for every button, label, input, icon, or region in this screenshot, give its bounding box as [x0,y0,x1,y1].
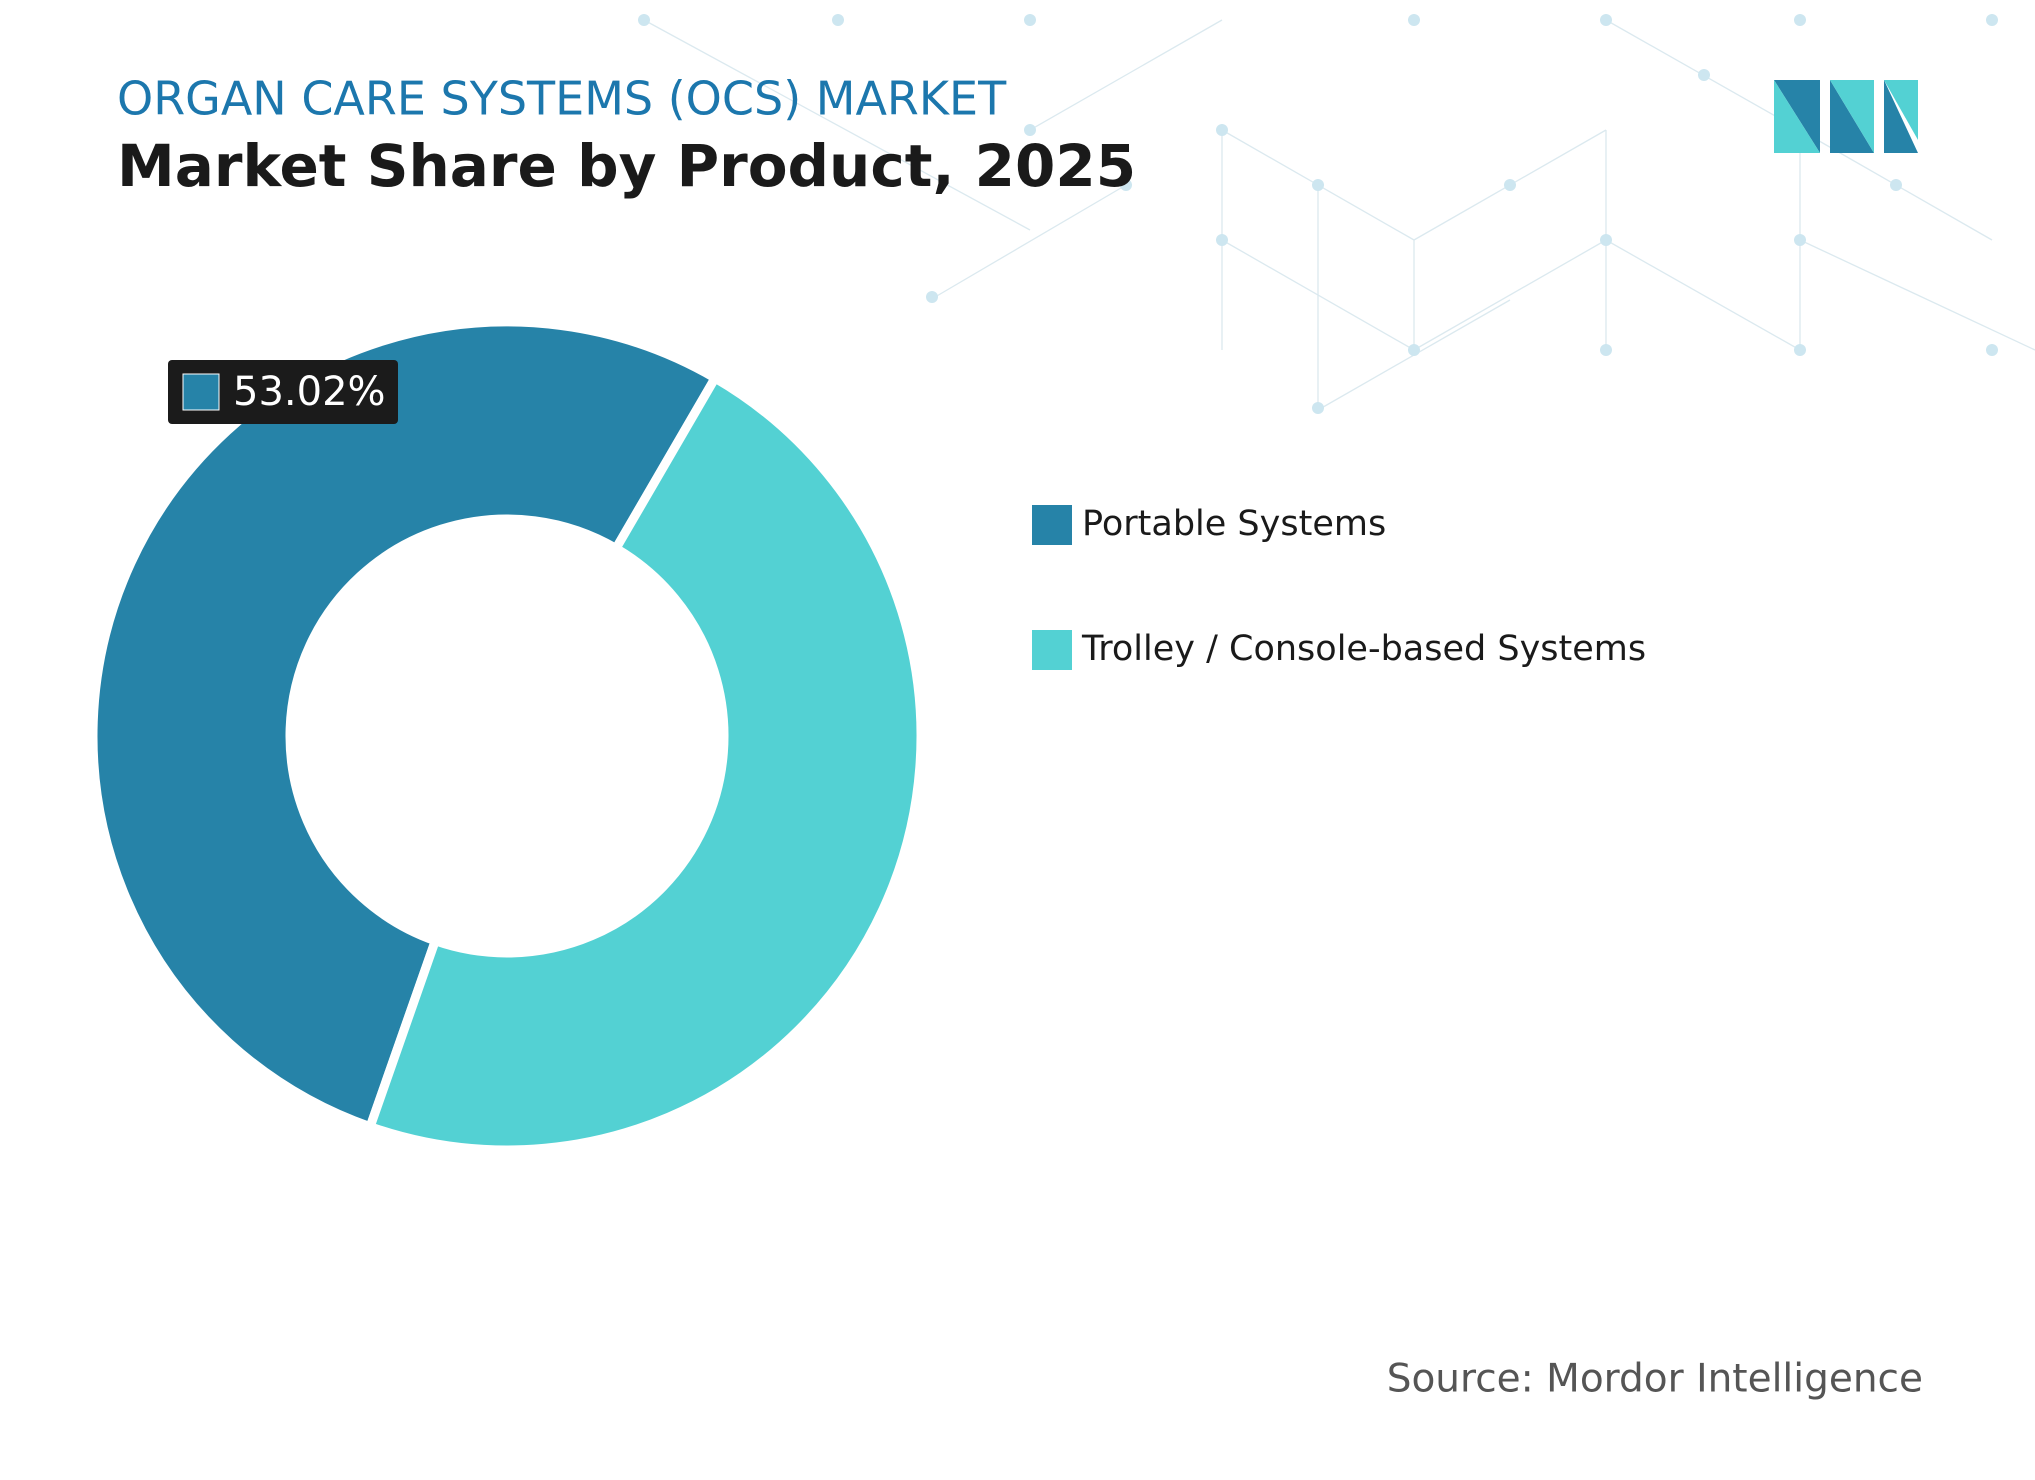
value-label-swatch [182,373,220,411]
value-label: 53.02% [233,369,386,415]
legend-swatch [1032,630,1072,670]
donut-slice [88,317,722,1133]
supertitle: ORGAN CARE SYSTEMS (OCS) MARKET [117,72,1007,126]
chart-title: Market Share by Product, 2025 [117,132,1136,200]
legend-label: Trolley / Console-based Systems [1081,629,1646,669]
logo [1774,80,1918,153]
legend-label: Portable Systems [1082,504,1386,544]
value-label-box [168,360,398,424]
source: Source: Mordor Intelligence [1387,1357,1923,1402]
legend-swatch [1032,505,1072,545]
donut-slice [364,371,926,1155]
